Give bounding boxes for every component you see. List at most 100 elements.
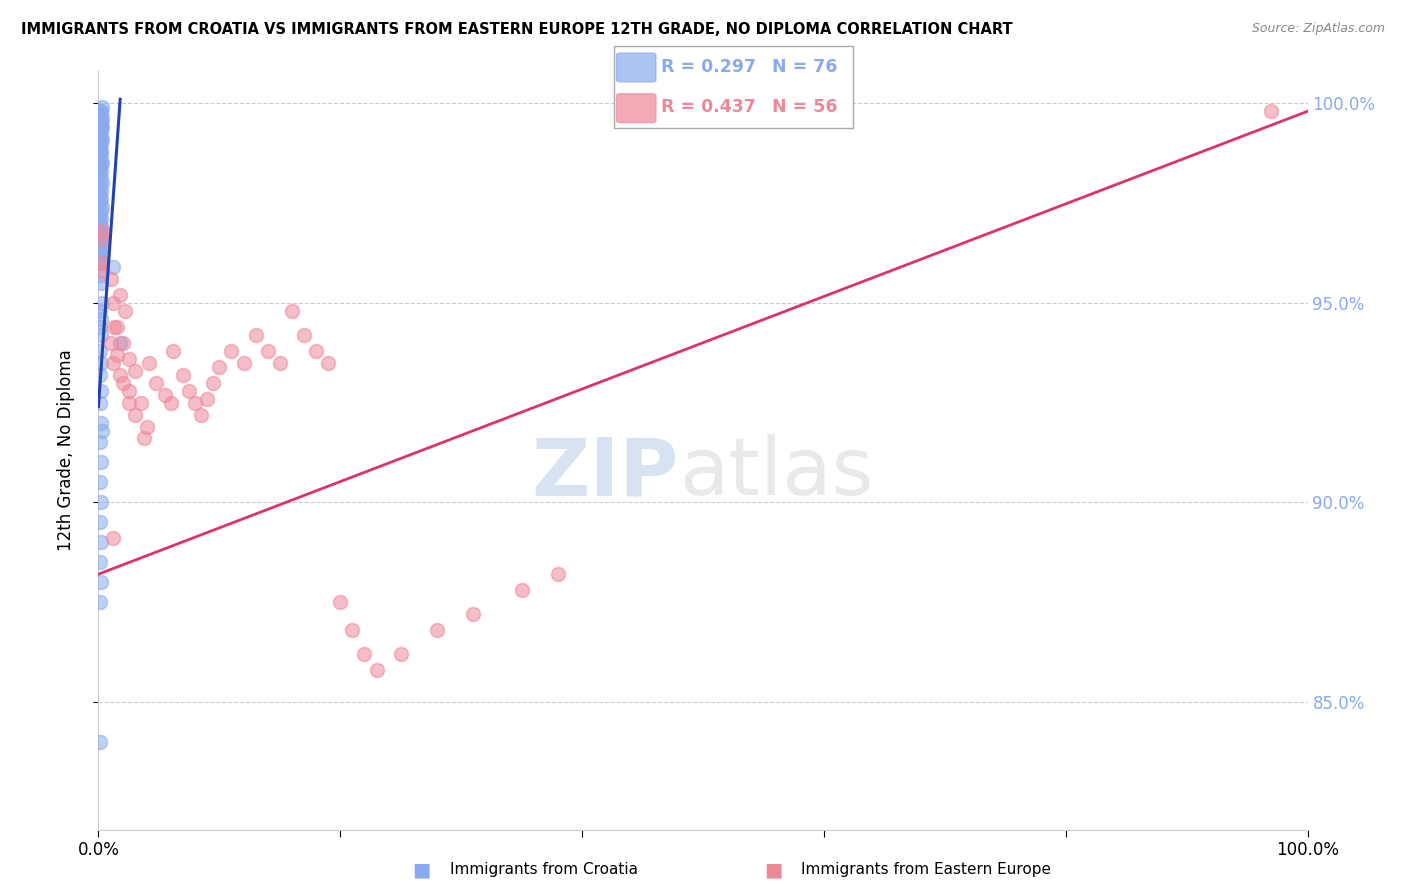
Point: [342, 623, 364, 637]
Point: [101, 356, 124, 370]
Point: [90, 108, 112, 122]
Text: ■: ■: [763, 860, 783, 880]
Point: [89, 735, 111, 749]
Point: [353, 647, 375, 661]
Point: [89, 268, 111, 282]
Point: [90, 116, 112, 130]
Point: [160, 395, 183, 409]
Point: [89, 124, 111, 138]
Text: Immigrants from Eastern Europe: Immigrants from Eastern Europe: [801, 863, 1052, 877]
Point: [90, 455, 112, 469]
Point: [89, 368, 111, 382]
Point: [89, 180, 111, 194]
Point: [89, 435, 111, 450]
Point: [179, 384, 201, 398]
Point: [202, 376, 225, 390]
Point: [89, 116, 111, 130]
Point: [90, 204, 112, 219]
Point: [89, 595, 111, 609]
Point: [153, 387, 176, 401]
Point: [129, 395, 152, 409]
Text: N = 76: N = 76: [772, 59, 837, 77]
Point: [256, 343, 278, 358]
Point: [90, 416, 112, 430]
Text: atlas: atlas: [679, 434, 873, 512]
Point: [108, 368, 131, 382]
Point: [162, 343, 184, 358]
Point: [90, 156, 112, 170]
Text: ■: ■: [412, 860, 432, 880]
Point: [190, 408, 212, 422]
Point: [89, 216, 111, 230]
Point: [91, 295, 114, 310]
Point: [91, 112, 114, 127]
Point: [292, 327, 315, 342]
Point: [108, 335, 131, 350]
Point: [89, 152, 111, 166]
Point: [100, 272, 122, 286]
Point: [90, 276, 112, 290]
Point: [89, 475, 111, 490]
Point: [90, 172, 112, 186]
Text: Source: ZipAtlas.com: Source: ZipAtlas.com: [1251, 22, 1385, 36]
Point: [118, 395, 141, 409]
Point: [91, 132, 114, 146]
Point: [90, 120, 112, 135]
Point: [221, 343, 243, 358]
Point: [89, 252, 111, 266]
Point: [91, 176, 114, 190]
Point: [90, 212, 112, 227]
Point: [124, 408, 146, 422]
Point: [91, 232, 114, 246]
Point: [124, 364, 146, 378]
Point: [90, 148, 112, 162]
Point: [91, 200, 114, 214]
FancyBboxPatch shape: [614, 46, 852, 128]
Point: [118, 351, 141, 366]
Point: [89, 108, 111, 122]
Point: [90, 184, 112, 198]
Point: [118, 384, 141, 398]
Text: ZIP: ZIP: [531, 434, 679, 512]
Point: [547, 567, 569, 582]
Point: [89, 343, 111, 358]
Point: [510, 583, 533, 598]
Text: Immigrants from Croatia: Immigrants from Croatia: [450, 863, 638, 877]
Point: [89, 319, 111, 334]
Point: [184, 395, 207, 409]
Point: [89, 104, 111, 119]
Point: [90, 124, 112, 138]
Point: [232, 356, 254, 370]
Point: [90, 144, 112, 158]
Point: [103, 319, 125, 334]
Point: [89, 140, 111, 154]
Point: [329, 595, 352, 609]
Point: [90, 356, 112, 370]
Point: [135, 419, 157, 434]
Point: [101, 260, 124, 274]
Point: [90, 384, 112, 398]
Point: [89, 516, 111, 530]
Point: [89, 136, 111, 151]
Point: [138, 356, 160, 370]
Point: [281, 303, 304, 318]
Point: [89, 232, 111, 246]
Text: R = 0.297: R = 0.297: [661, 59, 756, 77]
Point: [426, 623, 449, 637]
Point: [89, 188, 111, 202]
Point: [89, 196, 111, 211]
Point: [105, 319, 128, 334]
Point: [316, 356, 339, 370]
Point: [91, 424, 114, 438]
Point: [463, 607, 485, 621]
FancyBboxPatch shape: [617, 94, 655, 122]
Point: [134, 432, 156, 446]
Point: [89, 224, 111, 238]
Point: [172, 368, 194, 382]
Point: [111, 335, 134, 350]
Point: [89, 303, 111, 318]
Text: R = 0.437: R = 0.437: [661, 98, 755, 116]
Text: IMMIGRANTS FROM CROATIA VS IMMIGRANTS FROM EASTERN EUROPE 12TH GRADE, NO DIPLOMA: IMMIGRANTS FROM CROATIA VS IMMIGRANTS FR…: [21, 22, 1012, 37]
Point: [90, 219, 112, 234]
Point: [101, 531, 124, 545]
